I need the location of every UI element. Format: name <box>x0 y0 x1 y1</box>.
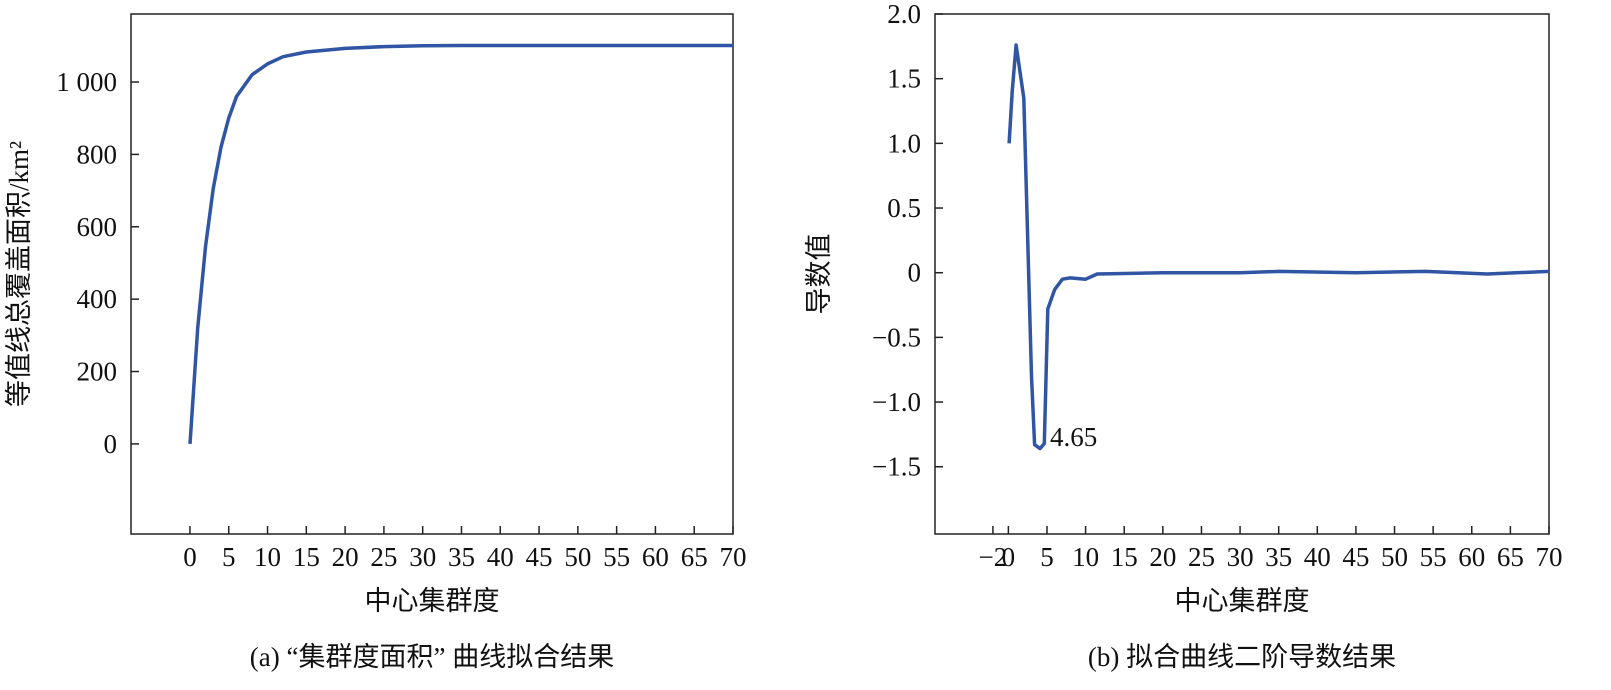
y-tick-label: 1.0 <box>887 128 921 158</box>
x-axis-label: 中心集群度 <box>1175 586 1310 616</box>
x-tick-label: 55 <box>1420 542 1447 572</box>
x-tick-label: 5 <box>1040 542 1054 572</box>
x-tick-label: 45 <box>526 542 553 572</box>
plot-frame <box>130 13 734 535</box>
y-tick-label: −1.0 <box>872 387 921 417</box>
y-tick-label: 1 000 <box>56 67 117 97</box>
x-tick-label: 70 <box>720 542 747 572</box>
y-tick-label: 1.5 <box>887 64 921 94</box>
y-tick-label: 0 <box>104 429 118 459</box>
x-tick-label: 20 <box>332 542 359 572</box>
x-tick-label: 70 <box>1536 542 1563 572</box>
x-tick-label: 45 <box>1342 542 1369 572</box>
y-tick-label: 800 <box>77 139 118 169</box>
plot-frame <box>934 13 1550 535</box>
x-tick-label: 0 <box>1002 542 1016 572</box>
x-tick-label: 25 <box>1188 542 1215 572</box>
x-tick-label: 65 <box>1497 542 1524 572</box>
x-tick-label: 30 <box>1227 542 1254 572</box>
x-tick-label: 0 <box>183 542 197 572</box>
y-tick-label: 0.5 <box>887 193 921 223</box>
x-tick-label: 25 <box>370 542 397 572</box>
x-tick-label: 50 <box>564 542 591 572</box>
x-tick-label: 20 <box>1149 542 1176 572</box>
y-axis-label: 导数值 <box>804 234 834 315</box>
x-axis-label: 中心集群度 <box>365 586 500 616</box>
data-line <box>188 43 733 445</box>
x-tick-label: 5 <box>222 542 236 572</box>
annotation: 4.65 <box>1050 422 1097 452</box>
caption: (b) 拟合曲线二阶导数结果 <box>1088 642 1396 672</box>
y-tick-label: −0.5 <box>872 322 921 352</box>
x-tick-label: 60 <box>642 542 669 572</box>
caption: (a) “集群度面积” 曲线拟合结果 <box>250 642 614 672</box>
x-tick-label: 65 <box>681 542 708 572</box>
y-tick-label: −1.5 <box>872 452 921 482</box>
x-tick-label: 40 <box>487 542 514 572</box>
x-tick-label: 55 <box>603 542 630 572</box>
x-tick-label: 60 <box>1458 542 1485 572</box>
y-tick-label: 400 <box>77 284 118 314</box>
y-tick-label: 2.0 <box>887 0 921 29</box>
x-tick-label: 15 <box>1111 542 1138 572</box>
y-tick-label: 0 <box>908 258 922 288</box>
x-tick-label: 35 <box>448 542 475 572</box>
y-axis-label: 等值线总覆盖面积/km² <box>4 141 34 407</box>
x-tick-label: 10 <box>254 542 281 572</box>
x-tick-label: 35 <box>1265 542 1292 572</box>
y-tick-label: 600 <box>77 212 118 242</box>
x-tick-label: 30 <box>409 542 436 572</box>
data-line <box>1007 43 1550 451</box>
x-tick-label: 10 <box>1072 542 1099 572</box>
y-tick-label: 200 <box>77 357 118 387</box>
x-tick-label: 50 <box>1381 542 1408 572</box>
x-tick-label: 40 <box>1304 542 1331 572</box>
x-tick-label: 15 <box>293 542 320 572</box>
x-tick-label: −2 <box>979 542 1008 572</box>
